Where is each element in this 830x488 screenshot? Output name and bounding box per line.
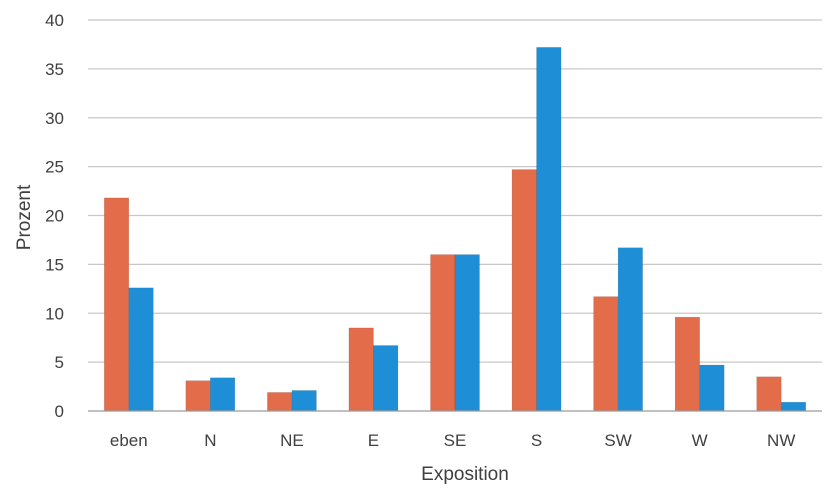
bar-series-2-E [373,345,399,412]
x-tick-label-SE: SE [444,431,467,450]
bar-series-2-NW [780,401,807,412]
y-tick-label: 0 [55,402,64,421]
bars [103,47,807,412]
y-tick-label: 5 [55,353,64,372]
x-tick-label-E: E [368,431,379,450]
y-tick-label: 30 [45,109,64,128]
bar-series-2-S [536,47,562,412]
bar-series-2-NE [291,390,317,412]
bar-series-2-W [699,364,725,412]
x-axis-title: Exposition [421,464,509,485]
bar-series-1-SE [430,254,456,412]
bar-series-1-eben [103,197,130,412]
y-tick-label: 40 [45,11,64,30]
x-tick-label-N: N [204,431,216,450]
x-axis-tick-labels: eben N NE E SE S SW W NW [110,431,796,450]
x-tick-label-eben: eben [110,431,148,450]
x-tick-label-W: W [692,431,708,450]
y-tick-label: 35 [45,60,64,79]
bar-series-1-N [185,380,211,412]
x-tick-label-NE: NE [280,431,304,450]
bar-series-1-NE [267,392,293,412]
x-tick-label-S: S [531,431,542,450]
bar-series-1-W [674,316,700,412]
bar-series-2-SW [617,247,643,412]
y-tick-label: 15 [45,255,64,274]
y-tick-label: 10 [45,304,64,323]
y-tick-label: 25 [45,158,64,177]
bar-series-1-E [348,327,374,412]
bar-series-1-SW [593,296,619,412]
y-tick-label: 20 [45,207,64,226]
y-axis-tick-labels: 0 5 10 15 20 25 30 35 40 [45,11,64,421]
bar-series-2-N [210,377,236,412]
bar-series-2-eben [128,287,154,412]
bar-series-1-S [511,169,537,412]
y-axis-title: Prozent [14,184,35,250]
bar-series-1-NW [756,376,782,412]
x-tick-label-SW: SW [604,431,631,450]
bar-series-2-SE [454,254,480,412]
x-tick-label-NW: NW [767,431,795,450]
